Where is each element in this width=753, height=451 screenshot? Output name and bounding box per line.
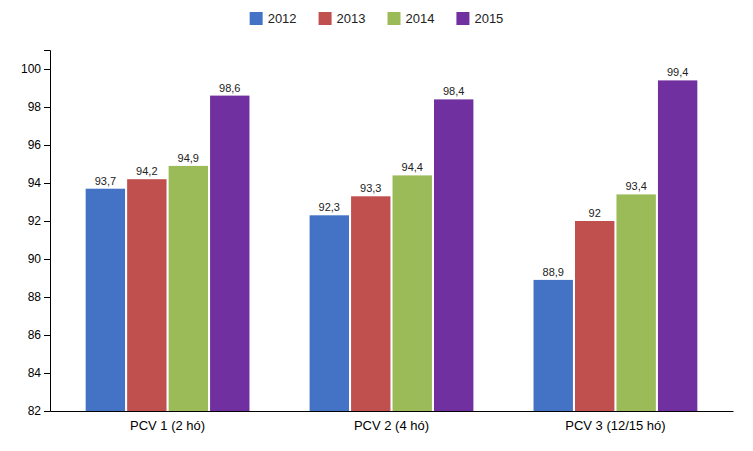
tick-label: PCV 3 (12/15 hó) — [565, 418, 665, 433]
tick: 98 — [28, 100, 50, 114]
tick-label: 88 — [28, 290, 42, 304]
tick-mark — [44, 297, 50, 298]
tick-label: 98 — [28, 100, 42, 114]
tick: 92 — [28, 214, 50, 228]
tick-mark — [44, 145, 50, 146]
bar — [210, 96, 249, 411]
tick: 86 — [28, 328, 50, 342]
bars — [86, 80, 698, 411]
tick-label: 82 — [28, 404, 42, 418]
data-label: 94,9 — [178, 152, 199, 164]
data-label: 88,9 — [543, 266, 564, 278]
tick-mark — [44, 69, 50, 70]
tick-label: 100 — [21, 62, 41, 76]
data-labels: 93,7 92,3 88,9 94,2 93,3 92 94,9 94,4 93,4 98,6 98… — [95, 66, 689, 278]
tick-mark — [44, 373, 50, 374]
tick-label: 96 — [28, 138, 42, 152]
tick: 82 — [28, 404, 50, 418]
tick-label: 84 — [28, 366, 42, 380]
axis-line — [51, 411, 734, 412]
legend-label: 2014 — [406, 11, 435, 26]
plot: 93,7 92,3 88,9 94,2 93,3 92 94,9 94,4 93,4 98,6 98… — [21, 51, 734, 434]
tick-mark — [44, 259, 50, 260]
bar — [351, 196, 390, 411]
legend-swatch — [250, 12, 263, 25]
tick-label: PCV 1 (2 hó) — [130, 418, 205, 433]
tick: PCV 2 (4 hó) — [354, 411, 429, 433]
data-label: 93,7 — [95, 175, 116, 187]
legend-label: 2012 — [268, 11, 297, 26]
bar-series — [210, 80, 697, 411]
legend: 2012 2013 2014 2015 — [250, 11, 504, 26]
bar — [575, 221, 614, 411]
legend-label: 2015 — [474, 11, 503, 26]
axis-line — [44, 51, 51, 412]
tick-mark — [44, 335, 50, 336]
bar — [169, 166, 208, 411]
tick-mark — [44, 107, 50, 108]
tick: 84 — [28, 366, 50, 380]
tick: 100 — [21, 62, 50, 76]
data-label: 94,2 — [136, 165, 157, 177]
tick-label: 94 — [28, 176, 42, 190]
x-axis: PCV 1 (2 hó) PCV 2 (4 hó) PCV 3 (12/15 hó) — [51, 411, 734, 433]
chart: 93,7 92,3 88,9 94,2 93,3 92 94,9 94,4 93,4 98,6 98… — [0, 0, 753, 451]
data-label: 99,4 — [667, 66, 688, 78]
data-label: 98,4 — [443, 85, 464, 97]
data-label: 93,3 — [360, 182, 381, 194]
legend-item: 2014 — [388, 11, 435, 26]
tick-label: PCV 2 (4 hó) — [354, 418, 429, 433]
legend-swatch — [388, 12, 401, 25]
legend-item: 2013 — [319, 11, 366, 26]
bar — [86, 189, 125, 411]
y-axis: 82 84 86 88 90 92 94 96 98 100 — [21, 51, 51, 419]
data-label: 92,3 — [319, 201, 340, 213]
bar — [534, 280, 573, 411]
data-label: 98,6 — [219, 82, 240, 94]
legend-swatch — [319, 12, 332, 25]
legend-label: 2013 — [337, 11, 366, 26]
data-label: 93,4 — [625, 180, 646, 192]
legend-item: 2015 — [456, 11, 503, 26]
bar — [616, 194, 655, 411]
bar — [434, 99, 473, 411]
data-label: 94,4 — [402, 161, 423, 173]
legend-swatch — [456, 12, 469, 25]
tick-label: 86 — [28, 328, 42, 342]
tick: 90 — [28, 252, 50, 266]
legend-item: 2012 — [250, 11, 297, 26]
bar — [658, 80, 697, 411]
tick-mark — [44, 411, 50, 412]
bar — [310, 215, 349, 411]
tick-mark — [44, 183, 50, 184]
bar — [393, 175, 432, 411]
tick: 94 — [28, 176, 50, 190]
tick-label: 92 — [28, 214, 42, 228]
tick: 96 — [28, 138, 50, 152]
bar — [127, 179, 166, 411]
tick-mark — [44, 221, 50, 222]
tick: PCV 1 (2 hó) — [130, 411, 205, 433]
tick: PCV 3 (12/15 hó) — [565, 411, 665, 433]
data-label: 92 — [589, 207, 601, 219]
tick: 88 — [28, 290, 50, 304]
tick-label: 90 — [28, 252, 42, 266]
